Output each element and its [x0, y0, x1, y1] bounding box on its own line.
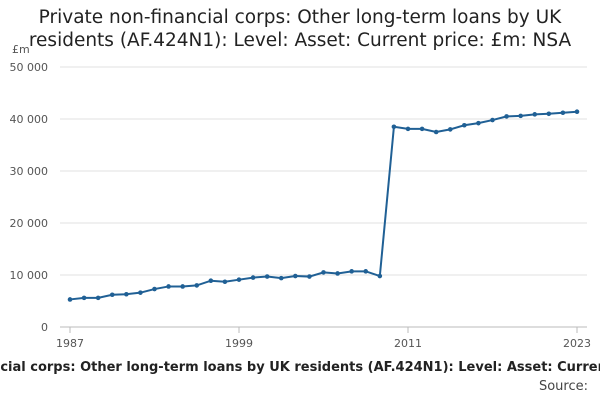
- data-point: [363, 269, 369, 274]
- data-point: [138, 290, 143, 295]
- data-point: [124, 291, 129, 297]
- data-point: [349, 269, 354, 274]
- data-point: [560, 110, 566, 116]
- data-point: [81, 295, 87, 301]
- data-point: [109, 292, 115, 298]
- data-point: [278, 275, 284, 281]
- data-point: [307, 274, 312, 279]
- y-tick-label: 0: [41, 321, 48, 334]
- data-point: [504, 114, 509, 119]
- data-point: [391, 124, 397, 130]
- data-point: [574, 109, 580, 115]
- data-point: [236, 277, 242, 282]
- x-tick-label: 2023: [563, 337, 591, 350]
- data-point: [490, 117, 495, 123]
- y-tick-label: 50 000: [10, 61, 49, 74]
- data-point: [335, 271, 340, 276]
- chart-title: Private non-financial corps: Other long-…: [28, 7, 572, 51]
- caption-box: Private non-financial corps: Other long-…: [0, 360, 600, 378]
- y-tick-label: 10 000: [10, 269, 49, 282]
- x-tick-label: 1999: [225, 337, 253, 350]
- source: Source:: [538, 379, 588, 394]
- data-point: [264, 274, 270, 279]
- data-point: [166, 284, 171, 289]
- y-axis-label: £m: [12, 43, 30, 56]
- data-point: [321, 270, 326, 275]
- data-point: [546, 111, 552, 117]
- data-point: [250, 275, 256, 280]
- x-tick-label: 1987: [56, 337, 84, 350]
- data-point: [222, 279, 228, 285]
- data-point: [152, 286, 157, 292]
- data-point: [433, 129, 439, 135]
- data-point: [208, 278, 214, 284]
- y-tick-label: 40 000: [10, 113, 49, 126]
- data-point: [194, 283, 200, 288]
- caption: Private non-financial corps: Other long-…: [0, 360, 600, 375]
- data-point: [476, 120, 481, 126]
- y-tick-label: 20 000: [10, 217, 49, 230]
- data-point: [67, 297, 73, 302]
- data-point: [293, 273, 298, 279]
- data-point: [405, 126, 411, 132]
- data-point: [462, 122, 467, 128]
- x-tick-label: 2011: [394, 337, 422, 350]
- data-point: [419, 126, 425, 132]
- data-point: [518, 113, 523, 119]
- y-tick-label: 30 000: [10, 165, 49, 178]
- data-point: [447, 127, 453, 132]
- data-point: [95, 295, 101, 301]
- data-point: [180, 284, 185, 289]
- data-point: [532, 112, 538, 117]
- data-point: [377, 273, 383, 279]
